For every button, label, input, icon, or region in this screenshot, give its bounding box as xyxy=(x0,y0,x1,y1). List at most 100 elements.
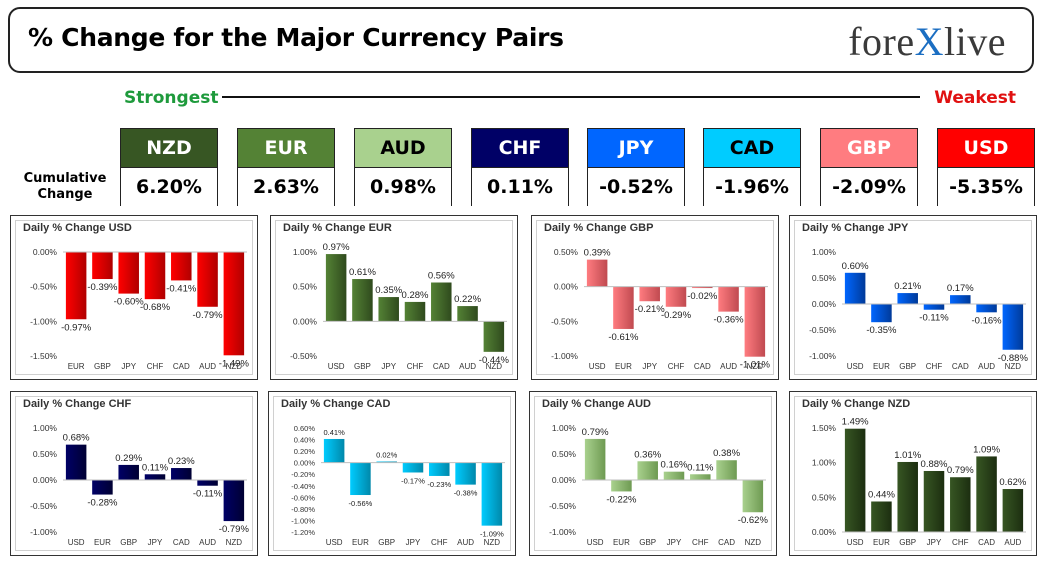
currency-cumulative-value: -2.09% xyxy=(821,168,917,206)
data-label: -0.28% xyxy=(87,498,118,509)
x-tick-label: GBP xyxy=(120,538,137,547)
bar xyxy=(690,474,711,480)
data-label: -0.79% xyxy=(193,310,224,321)
x-tick-label: USD xyxy=(847,538,864,547)
x-tick-label: AUD xyxy=(459,362,476,371)
y-tick-label: -0.50% xyxy=(551,316,578,326)
bar xyxy=(402,462,424,473)
bar xyxy=(613,286,634,329)
y-tick-label: 0.50% xyxy=(812,273,837,283)
currency-box-chf: CHF 0.11% xyxy=(471,128,569,206)
x-tick-label: CHF xyxy=(147,362,164,371)
data-label: -0.44% xyxy=(479,355,510,366)
data-label: 0.22% xyxy=(454,294,481,305)
data-label: 1.09% xyxy=(973,444,1000,455)
y-tick-label: -1.20% xyxy=(291,528,315,537)
forexlive-logo[interactable]: foreXlive xyxy=(848,18,1006,65)
x-tick-label: USD xyxy=(326,538,343,547)
y-tick-label: 0.00% xyxy=(812,527,837,537)
data-label: -1.49% xyxy=(219,358,250,369)
bar xyxy=(871,501,892,532)
bar xyxy=(897,293,918,304)
bar xyxy=(171,468,192,480)
chart-plot-frame xyxy=(534,396,772,551)
y-tick-label: -1.00% xyxy=(30,316,57,326)
bar xyxy=(92,252,113,280)
y-tick-label: 0.20% xyxy=(294,447,316,456)
bar xyxy=(431,282,452,322)
currency-name: JPY xyxy=(588,129,684,168)
y-tick-label: 1.50% xyxy=(812,423,837,433)
x-tick-label: GBP xyxy=(354,362,371,371)
bar xyxy=(378,297,399,322)
y-tick-label: -0.80% xyxy=(291,505,315,514)
bar xyxy=(65,252,87,320)
data-label: 0.16% xyxy=(661,460,688,471)
data-label: -1.01% xyxy=(740,360,771,371)
x-tick-label: AUD xyxy=(720,362,737,371)
bar xyxy=(586,259,608,287)
strength-scale-line xyxy=(222,96,920,98)
x-tick-label: EUR xyxy=(613,538,630,547)
y-tick-label: 1.00% xyxy=(293,247,318,257)
data-label: 0.41% xyxy=(324,428,346,437)
currency-box-aud: AUD 0.98% xyxy=(354,128,452,206)
logo-text-right: live xyxy=(944,19,1006,64)
bar xyxy=(1002,304,1024,350)
bar xyxy=(950,477,971,532)
bar xyxy=(692,286,713,289)
y-tick-label: 1.00% xyxy=(812,458,837,468)
bar xyxy=(483,321,505,352)
chart-title: Daily % Change NZD xyxy=(802,398,911,410)
currency-box-eur: EUR 2.63% xyxy=(237,128,335,206)
currency-name: CHF xyxy=(472,129,568,168)
data-label: -0.11% xyxy=(193,489,223,500)
y-tick-label: -0.50% xyxy=(30,501,57,511)
data-label: -0.35% xyxy=(866,325,897,336)
y-tick-label: -1.00% xyxy=(549,527,576,537)
y-tick-label: -0.50% xyxy=(290,351,317,361)
currency-name: CAD xyxy=(704,129,800,168)
y-tick-label: 0.50% xyxy=(552,449,577,459)
y-tick-label: -0.50% xyxy=(30,282,57,292)
bar xyxy=(976,456,997,532)
logo-x-mark: X xyxy=(914,19,945,64)
currency-box-gbp: GBP -2.09% xyxy=(820,128,918,206)
bar xyxy=(376,461,397,463)
data-label: 0.79% xyxy=(947,465,974,476)
data-label: -0.62% xyxy=(738,515,769,526)
x-tick-label: USD xyxy=(589,362,606,371)
bar xyxy=(742,480,764,513)
chart-eur-svg: 1.00% 0.50% 0.00% -0.50% 0.97% USD 0.61% GBP 0.3… xyxy=(290,242,510,371)
chart-panel-usd: Daily % Change USD 0.00% -0.50% -1.00% -1.5… xyxy=(10,215,258,380)
data-label: -0.22% xyxy=(606,494,637,505)
y-tick-label: -1.00% xyxy=(30,527,57,537)
y-tick-label: 0.00% xyxy=(33,475,58,485)
data-label: -0.36% xyxy=(714,315,745,326)
x-tick-label: CAD xyxy=(718,538,735,547)
chart-title: Daily % Change GBP xyxy=(544,222,654,234)
chart-plot-frame xyxy=(794,396,1032,551)
x-tick-label: USD xyxy=(328,362,345,371)
x-tick-label: CAD xyxy=(173,362,190,371)
data-label: 0.11% xyxy=(142,462,169,473)
chart-plot-frame xyxy=(273,396,511,551)
bar xyxy=(352,279,373,322)
y-tick-label: 0.50% xyxy=(293,282,318,292)
chart-panel-eur: Daily % Change EUR 1.00% 0.50% 0.00% -0.50%… xyxy=(270,215,518,380)
y-tick-label: 0.00% xyxy=(294,459,316,468)
x-tick-label: GBP xyxy=(639,538,656,547)
chart-cad-svg: 0.60% 0.40% 0.20% 0.00% -0.20% -0.40% -0.60% -0… xyxy=(291,424,505,547)
bar xyxy=(744,286,766,357)
x-tick-label: CAD xyxy=(978,538,995,547)
x-tick-label: CHF xyxy=(668,362,685,371)
bar xyxy=(171,252,192,281)
data-label: 0.62% xyxy=(999,477,1026,488)
data-label: -0.41% xyxy=(166,283,197,294)
y-tick-label: -1.00% xyxy=(809,351,836,361)
chart-panel-gbp: Daily % Change GBP 0.50% 0.00% -0.50% -1.00… xyxy=(531,215,779,380)
data-label: -0.61% xyxy=(608,332,639,343)
data-label: 0.68% xyxy=(63,433,90,444)
x-tick-label: NZD xyxy=(226,362,243,371)
cumulative-change-label: Cumulative Change xyxy=(20,171,110,203)
